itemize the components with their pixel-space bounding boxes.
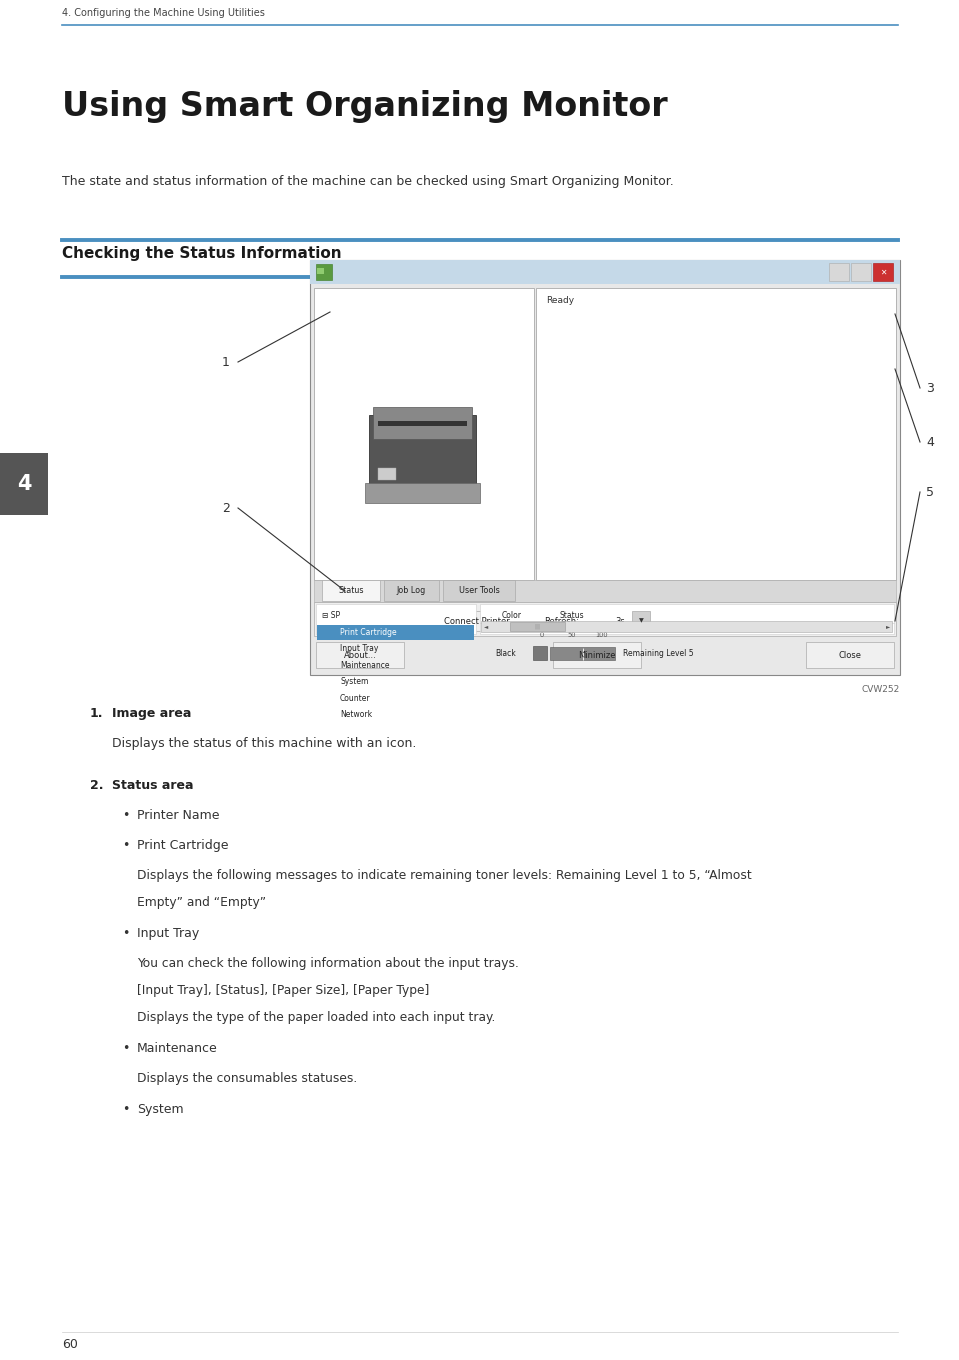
Text: Black: Black xyxy=(495,649,516,657)
Text: User Tools: User Tools xyxy=(458,586,500,594)
Bar xyxy=(0,453,48,515)
Text: Empty” and “Empty”: Empty” and “Empty” xyxy=(137,896,267,908)
Text: Printer Name: Printer Name xyxy=(137,809,220,821)
Bar xyxy=(378,468,396,480)
Text: 1.: 1. xyxy=(90,707,104,719)
Bar xyxy=(480,604,894,634)
Text: Displays the status of this machine with an icon.: Displays the status of this machine with… xyxy=(112,737,416,749)
Text: Status: Status xyxy=(339,586,363,594)
Text: Checking the Status Information: Checking the Status Information xyxy=(62,246,341,261)
Text: CVW252: CVW252 xyxy=(862,685,900,694)
Bar xyxy=(806,642,894,668)
Bar xyxy=(851,262,871,282)
FancyBboxPatch shape xyxy=(364,483,480,503)
Text: 2: 2 xyxy=(222,502,230,514)
Bar xyxy=(310,260,900,284)
Bar xyxy=(316,642,404,668)
Bar xyxy=(602,611,650,631)
Text: Color: Color xyxy=(502,612,522,620)
Text: Print Cartridge: Print Cartridge xyxy=(340,628,397,636)
Text: 60: 60 xyxy=(62,1338,78,1350)
Bar xyxy=(316,604,476,634)
Text: Maintenance: Maintenance xyxy=(340,661,389,670)
Text: 1: 1 xyxy=(222,355,230,369)
Text: ✕: ✕ xyxy=(879,268,886,276)
Text: System: System xyxy=(340,677,368,687)
Text: About...: About... xyxy=(343,650,376,660)
Text: 4: 4 xyxy=(16,475,32,494)
Bar xyxy=(443,579,515,601)
Text: Input Tray: Input Tray xyxy=(340,645,379,653)
Text: Displays the following messages to indicate remaining toner levels: Remaining Le: Displays the following messages to indic… xyxy=(137,869,752,883)
Text: Close: Close xyxy=(838,650,861,660)
FancyBboxPatch shape xyxy=(368,415,476,490)
Text: 5: 5 xyxy=(926,486,934,499)
Text: 4. Configuring the Machine Using Utilities: 4. Configuring the Machine Using Utiliti… xyxy=(62,8,265,18)
Bar xyxy=(424,611,529,631)
Text: 100: 100 xyxy=(596,632,608,638)
Text: •: • xyxy=(122,928,129,940)
Text: 4: 4 xyxy=(926,435,934,449)
Text: Image area: Image area xyxy=(112,707,192,719)
Bar xyxy=(314,608,896,634)
Bar xyxy=(384,579,439,601)
Text: |||: ||| xyxy=(534,624,541,630)
Text: ►: ► xyxy=(886,624,890,630)
Bar xyxy=(314,579,896,602)
Text: •: • xyxy=(122,839,129,851)
Text: Status area: Status area xyxy=(112,779,194,792)
Text: •: • xyxy=(122,809,129,821)
Text: Ready: Ready xyxy=(547,296,574,305)
Bar xyxy=(322,579,380,601)
Text: ◄: ◄ xyxy=(484,624,488,630)
Bar xyxy=(553,642,641,668)
Text: 3: 3 xyxy=(926,382,934,394)
Text: The state and status information of the machine can be checked using Smart Organ: The state and status information of the … xyxy=(62,175,674,188)
FancyBboxPatch shape xyxy=(373,407,472,439)
Text: Refresh:: Refresh: xyxy=(544,616,579,626)
Bar xyxy=(632,611,650,631)
Bar xyxy=(481,622,892,632)
Text: •: • xyxy=(122,1103,129,1117)
Text: Using Smart Organizing Monitor: Using Smart Organizing Monitor xyxy=(62,90,667,122)
Text: Displays the type of the paper loaded into each input tray.: Displays the type of the paper loaded in… xyxy=(137,1010,496,1024)
Text: 3s: 3s xyxy=(616,616,625,626)
Text: 0: 0 xyxy=(540,632,544,638)
Text: Maintenance: Maintenance xyxy=(137,1042,218,1055)
Bar xyxy=(533,646,547,660)
Bar xyxy=(550,646,615,660)
Text: You can check the following information about the input trays.: You can check the following information … xyxy=(137,957,519,970)
Text: Input Tray: Input Tray xyxy=(137,928,199,940)
Text: Network: Network xyxy=(340,710,372,719)
Text: Minimize: Minimize xyxy=(578,650,616,660)
Text: 50: 50 xyxy=(568,632,576,638)
Text: [Input Tray], [Status], [Paper Size], [Paper Type]: [Input Tray], [Status], [Paper Size], [P… xyxy=(137,985,430,997)
Bar xyxy=(317,268,324,273)
Text: •: • xyxy=(122,1042,129,1055)
Bar xyxy=(310,260,900,675)
Bar xyxy=(829,262,849,282)
Bar xyxy=(873,262,893,282)
Bar xyxy=(378,422,467,426)
Bar xyxy=(314,602,896,636)
Text: System: System xyxy=(137,1103,183,1117)
Text: Counter: Counter xyxy=(340,694,370,703)
Text: ▼: ▼ xyxy=(639,619,643,623)
Text: ⊟ SP: ⊟ SP xyxy=(322,611,340,620)
Bar xyxy=(316,264,332,280)
Text: Displays the consumables statuses.: Displays the consumables statuses. xyxy=(137,1072,358,1085)
Text: Connect Printer: Connect Printer xyxy=(444,616,509,626)
Bar xyxy=(510,622,565,631)
Text: 2.: 2. xyxy=(90,779,104,792)
Text: Remaining Level 5: Remaining Level 5 xyxy=(623,649,693,657)
Text: Status: Status xyxy=(560,612,585,620)
Text: Job Log: Job Log xyxy=(397,586,426,594)
Bar xyxy=(314,288,534,579)
Text: Print Cartridge: Print Cartridge xyxy=(137,839,228,851)
Bar xyxy=(317,624,474,641)
Bar xyxy=(536,288,896,579)
